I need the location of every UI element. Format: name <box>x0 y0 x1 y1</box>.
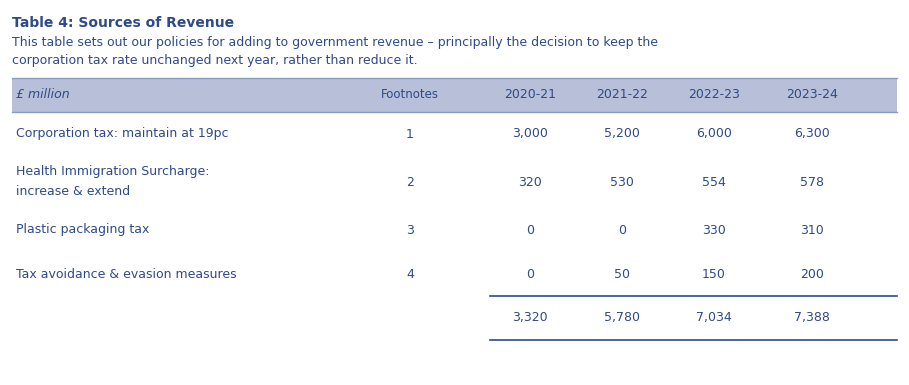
Text: 0: 0 <box>526 224 534 236</box>
Text: 6,300: 6,300 <box>794 127 830 141</box>
Text: 2023-24: 2023-24 <box>786 89 838 102</box>
Text: 2022-23: 2022-23 <box>688 89 740 102</box>
Text: 5,200: 5,200 <box>604 127 640 141</box>
Text: 0: 0 <box>618 224 626 236</box>
Text: increase & extend: increase & extend <box>16 185 130 198</box>
Text: 0: 0 <box>526 268 534 281</box>
Text: Plastic packaging tax: Plastic packaging tax <box>16 224 149 236</box>
Text: 3: 3 <box>406 224 414 236</box>
Text: corporation tax rate unchanged next year, rather than reduce it.: corporation tax rate unchanged next year… <box>12 54 417 67</box>
Text: Tax avoidance & evasion measures: Tax avoidance & evasion measures <box>16 268 236 281</box>
Text: 7,034: 7,034 <box>696 311 732 325</box>
Text: 310: 310 <box>800 224 824 236</box>
Text: 530: 530 <box>610 176 634 189</box>
Text: £ million: £ million <box>16 89 70 102</box>
Text: 2021-22: 2021-22 <box>596 89 648 102</box>
Text: Health Immigration Surcharge:: Health Immigration Surcharge: <box>16 165 209 178</box>
Text: 200: 200 <box>800 268 824 281</box>
Text: 3,000: 3,000 <box>512 127 548 141</box>
Text: 150: 150 <box>702 268 726 281</box>
Text: 50: 50 <box>614 268 630 281</box>
Bar <box>12 78 897 112</box>
Text: Footnotes: Footnotes <box>381 89 439 102</box>
Text: 554: 554 <box>702 176 726 189</box>
Text: 330: 330 <box>702 224 726 236</box>
Text: Corporation tax: maintain at 19pc: Corporation tax: maintain at 19pc <box>16 127 228 141</box>
Text: 6,000: 6,000 <box>696 127 732 141</box>
Text: Table 4: Sources of Revenue: Table 4: Sources of Revenue <box>12 16 235 30</box>
Text: 7,388: 7,388 <box>794 311 830 325</box>
Text: This table sets out our policies for adding to government revenue – principally : This table sets out our policies for add… <box>12 36 658 49</box>
Text: 2020-21: 2020-21 <box>504 89 556 102</box>
Text: 578: 578 <box>800 176 824 189</box>
Text: 4: 4 <box>406 268 414 281</box>
Text: 320: 320 <box>518 176 542 189</box>
Text: 3,320: 3,320 <box>512 311 548 325</box>
Text: 5,780: 5,780 <box>604 311 640 325</box>
Text: 2: 2 <box>406 176 414 189</box>
Text: 1: 1 <box>406 127 414 141</box>
